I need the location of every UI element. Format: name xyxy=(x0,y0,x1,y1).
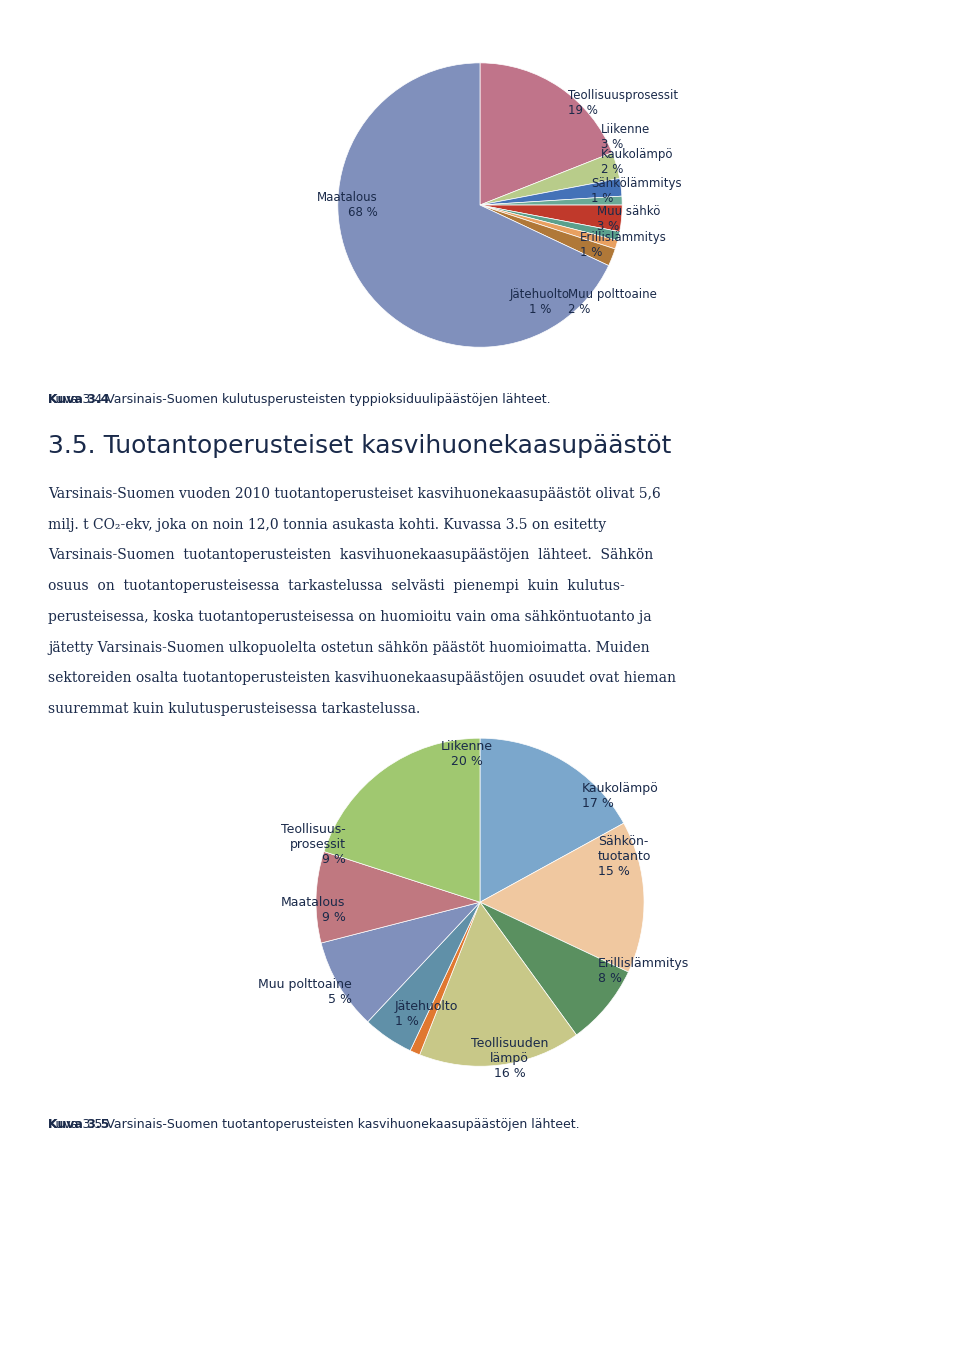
Wedge shape xyxy=(480,205,622,231)
Text: Muu sähkö
3 %: Muu sähkö 3 % xyxy=(596,205,660,234)
Text: Kaukolämpö
2 %: Kaukolämpö 2 % xyxy=(601,149,673,176)
Wedge shape xyxy=(420,902,576,1066)
Text: 17: 17 xyxy=(874,1315,912,1344)
Wedge shape xyxy=(480,205,617,249)
Text: sektoreiden osalta tuotantoperusteisten kasvihuonekaasupäästöjen osuudet ovat hi: sektoreiden osalta tuotantoperusteisten … xyxy=(48,671,676,685)
Text: VARSINAIS-SUOMEN ENERGIA- JA KASVIHUONEKAASUTASE 2010 | BENVIROC OY: VARSINAIS-SUOMEN ENERGIA- JA KASVIHUONEK… xyxy=(48,1323,544,1336)
Text: Kuva 3.5: Kuva 3.5 xyxy=(48,1118,109,1131)
Text: Maatalous
68 %: Maatalous 68 % xyxy=(317,191,377,219)
Text: Kuva 3.5 Varsinais-Suomen tuotantoperusteisten kasvihuonekaasupäästöjen lähteet.: Kuva 3.5 Varsinais-Suomen tuotantoperust… xyxy=(48,1118,580,1131)
Text: Jätehuolto
1 %: Jätehuolto 1 % xyxy=(395,999,458,1028)
Wedge shape xyxy=(480,902,629,1035)
Text: Teollisuusprosessit
19 %: Teollisuusprosessit 19 % xyxy=(568,89,679,116)
Text: perusteisessa, koska tuotantoperusteisessa on huomioitu vain oma sähköntuotanto : perusteisessa, koska tuotantoperusteises… xyxy=(48,610,652,623)
Text: Sähkön-
tuotanto
15 %: Sähkön- tuotanto 15 % xyxy=(598,835,652,878)
Text: jätetty Varsinais-Suomen ulkopuolelta ostetun sähkön päästöt huomioimatta. Muide: jätetty Varsinais-Suomen ulkopuolelta os… xyxy=(48,641,650,655)
Text: Kaukolämpö
17 %: Kaukolämpö 17 % xyxy=(582,782,659,809)
Wedge shape xyxy=(480,153,619,205)
Wedge shape xyxy=(480,823,644,972)
Text: Sähkölämmitys
1 %: Sähkölämmitys 1 % xyxy=(591,176,682,205)
Text: Jätehuolto
1 %: Jätehuolto 1 % xyxy=(510,287,569,316)
Text: Teollisuus-
prosessit
9 %: Teollisuus- prosessit 9 % xyxy=(280,823,346,867)
Wedge shape xyxy=(316,852,480,943)
Text: 3.5. Tuotantoperusteiset kasvihuonekaasupäästöt: 3.5. Tuotantoperusteiset kasvihuonekaasu… xyxy=(48,433,671,458)
Text: Kuva 3.4 Varsinais-Suomen kulutusperusteisten typpioksiduulipäästöjen lähteet.: Kuva 3.4 Varsinais-Suomen kulutusperuste… xyxy=(48,394,551,406)
Text: Maatalous
9 %: Maatalous 9 % xyxy=(281,897,346,924)
Text: Kuva 3.4: Kuva 3.4 xyxy=(48,394,109,406)
Text: Muu polttoaine
5 %: Muu polttoaine 5 % xyxy=(258,979,352,1006)
Text: osuus  on  tuotantoperusteisessa  tarkastelussa  selvästi  pienempi  kuin  kulut: osuus on tuotantoperusteisessa tarkastel… xyxy=(48,580,625,593)
Wedge shape xyxy=(324,738,480,902)
Wedge shape xyxy=(480,195,622,205)
Wedge shape xyxy=(338,63,609,347)
Text: Varsinais-Suomen vuoden 2010 tuotantoperusteiset kasvihuonekaasupäästöt olivat 5: Varsinais-Suomen vuoden 2010 tuotantoper… xyxy=(48,487,660,500)
Text: Varsinais-Suomen  tuotantoperusteisten  kasvihuonekaasupäästöjen  lähteet.  Sähk: Varsinais-Suomen tuotantoperusteisten ka… xyxy=(48,548,653,562)
Text: Erillislämmitys
1 %: Erillislämmitys 1 % xyxy=(580,231,666,258)
Text: milj. t CO₂-ekv, joka on noin 12,0 tonnia asukasta kohti. Kuvassa 3.5 on esitett: milj. t CO₂-ekv, joka on noin 12,0 tonni… xyxy=(48,518,606,532)
Wedge shape xyxy=(480,205,615,265)
Wedge shape xyxy=(321,902,480,1021)
Wedge shape xyxy=(410,902,480,1055)
Text: suuremmat kuin kulutusperusteisessa tarkastelussa.: suuremmat kuin kulutusperusteisessa tark… xyxy=(48,703,420,716)
Wedge shape xyxy=(480,179,622,205)
Wedge shape xyxy=(368,902,480,1051)
Wedge shape xyxy=(480,205,619,241)
Text: Teollisuuden
lämpö
16 %: Teollisuuden lämpö 16 % xyxy=(470,1036,548,1080)
Text: Muu polttoaine
2 %: Muu polttoaine 2 % xyxy=(568,287,657,316)
Text: Liikenne
3 %: Liikenne 3 % xyxy=(601,123,650,150)
Text: Erillislämmitys
8 %: Erillislämmitys 8 % xyxy=(598,957,689,986)
Text: Liikenne
20 %: Liikenne 20 % xyxy=(441,740,492,768)
Wedge shape xyxy=(480,63,612,205)
Wedge shape xyxy=(480,738,624,902)
